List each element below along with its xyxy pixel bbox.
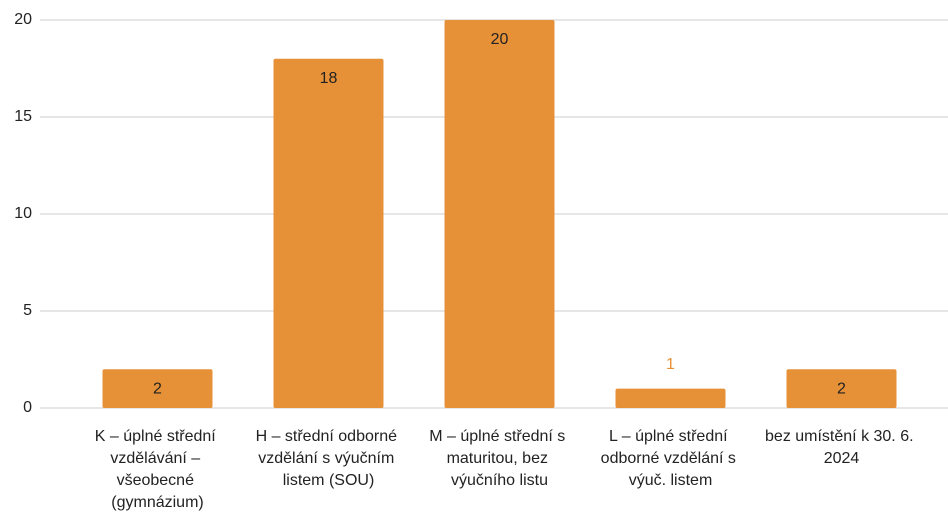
- data-label: 2: [153, 380, 162, 397]
- bar: [102, 369, 213, 408]
- data-label: 18: [320, 70, 338, 87]
- bar: [615, 388, 726, 408]
- x-tick-label: H – střední odborné vzdělání s výučním l…: [256, 428, 402, 489]
- y-tick-label: 15: [14, 108, 32, 125]
- data-label: 1: [666, 356, 675, 373]
- x-tick-label: bez umístění k 30. 6. 2024: [765, 428, 918, 467]
- x-tick-label: L – úplné střední odborné vzdělání s výu…: [601, 428, 741, 489]
- data-label: 20: [491, 31, 509, 48]
- y-tick-label: 20: [14, 11, 32, 28]
- bar: [786, 369, 897, 408]
- y-tick-label: 10: [14, 205, 32, 222]
- x-tick-label: M – úplné střední s maturitou, bez výučn…: [429, 428, 570, 489]
- y-tick-label: 5: [23, 302, 32, 319]
- bar: [273, 58, 384, 409]
- data-label: 2: [837, 380, 846, 397]
- bar: [444, 20, 555, 408]
- y-tick-label: 0: [23, 399, 32, 416]
- x-tick-label: K – úplné střední vzdělávání – všeobecné…: [95, 428, 220, 511]
